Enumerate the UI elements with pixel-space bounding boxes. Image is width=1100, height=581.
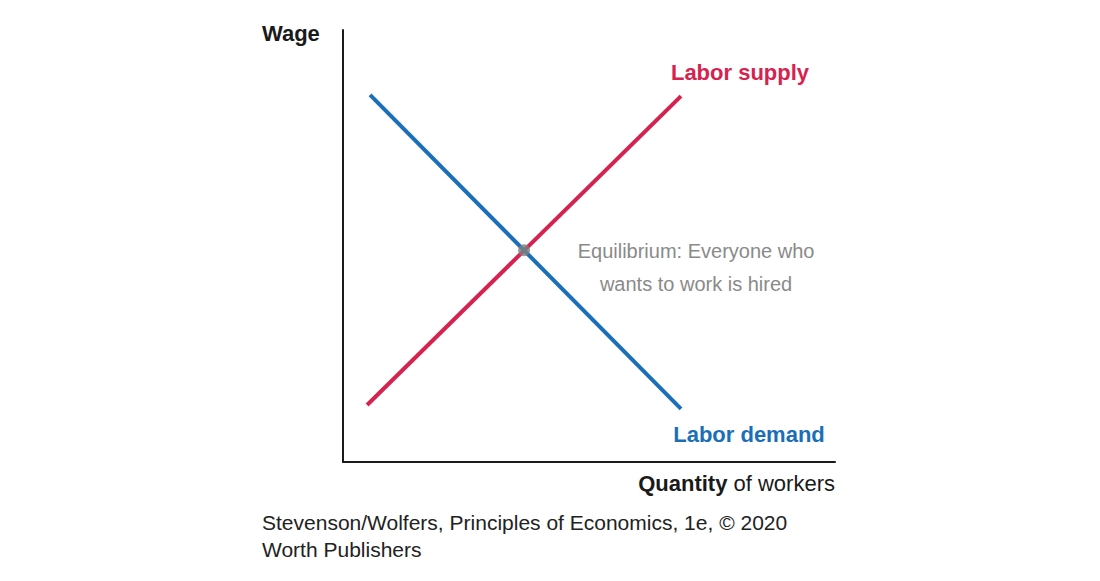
svg-text:Worth Publishers: Worth Publishers <box>262 538 422 561</box>
svg-text:Quantity: Quantity <box>638 471 728 496</box>
svg-text:wants to work is hired: wants to work is hired <box>599 273 792 295</box>
svg-text:Stevenson/Wolfers, Principles: Stevenson/Wolfers, Principles of Economi… <box>262 511 787 534</box>
svg-text:Equilibrium: Everyone who: Equilibrium: Everyone who <box>578 240 815 262</box>
svg-text:of workers: of workers <box>727 471 835 496</box>
svg-text:Labor supply: Labor supply <box>671 60 810 85</box>
svg-text:Wage: Wage <box>262 21 320 46</box>
svg-text:Labor demand: Labor demand <box>673 422 825 447</box>
